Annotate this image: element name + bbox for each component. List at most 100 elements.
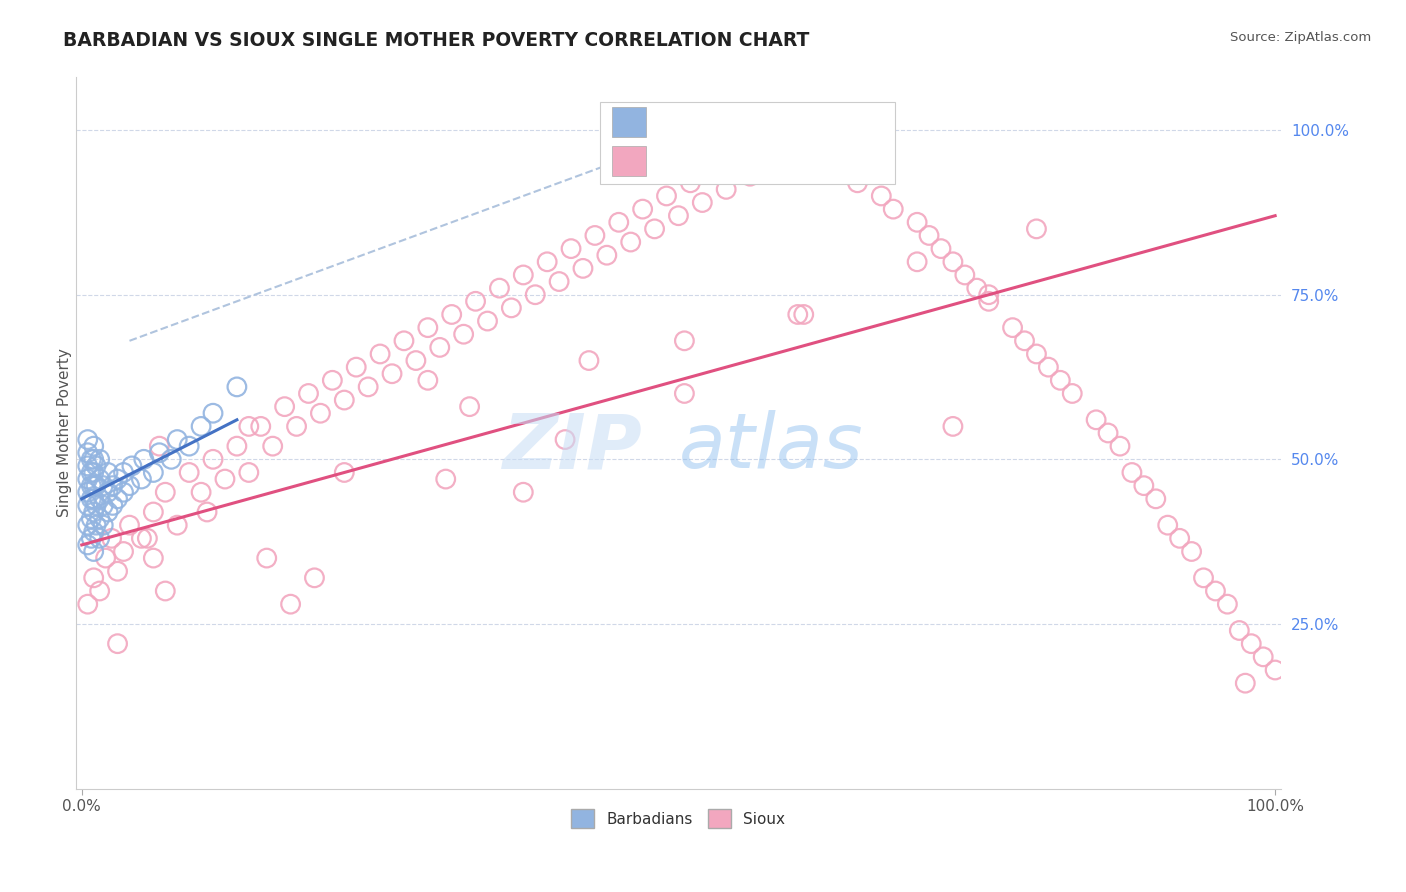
Point: [793, 308, 815, 322]
Point: [714, 182, 737, 196]
Point: [238, 466, 260, 480]
Point: [953, 268, 976, 282]
Point: [1181, 544, 1204, 558]
Point: [131, 472, 153, 486]
Point: [1001, 320, 1024, 334]
Point: [238, 419, 260, 434]
Point: [80, 466, 103, 480]
Point: [882, 202, 904, 216]
Point: [655, 189, 678, 203]
Point: [1014, 334, 1036, 348]
Point: [333, 393, 356, 408]
Point: [76, 538, 98, 552]
Text: R = 0.511   N = 124: R = 0.511 N = 124: [658, 152, 825, 169]
Bar: [600, 103, 896, 184]
Point: [799, 129, 821, 144]
Point: [673, 334, 696, 348]
Point: [416, 373, 439, 387]
Point: [823, 136, 845, 151]
Point: [942, 419, 965, 434]
Point: [179, 466, 201, 480]
Point: [190, 419, 212, 434]
Point: [775, 123, 797, 137]
Point: [148, 439, 170, 453]
Point: [107, 564, 129, 578]
Point: [225, 439, 247, 453]
Point: [786, 308, 808, 322]
Point: [321, 373, 343, 387]
Point: [249, 419, 271, 434]
Point: [1216, 597, 1239, 611]
Point: [83, 478, 105, 492]
Point: [858, 162, 880, 177]
Point: [280, 597, 302, 611]
Point: [83, 571, 105, 585]
Point: [160, 452, 183, 467]
Point: [84, 518, 107, 533]
Point: [1168, 532, 1191, 546]
Point: [91, 518, 114, 533]
Point: [703, 162, 725, 177]
Legend: Barbadians, Sioux: Barbadians, Sioux: [565, 804, 792, 834]
Point: [91, 499, 114, 513]
Point: [112, 485, 135, 500]
Point: [1204, 584, 1226, 599]
Point: [195, 505, 218, 519]
Point: [89, 452, 111, 467]
Point: [870, 189, 893, 203]
Point: [644, 222, 666, 236]
Point: [118, 518, 141, 533]
Point: [1062, 386, 1084, 401]
Point: [84, 478, 107, 492]
Point: [84, 499, 107, 513]
Point: [416, 320, 439, 334]
Point: [142, 551, 165, 566]
Point: [202, 406, 225, 420]
Point: [405, 353, 427, 368]
Point: [727, 149, 749, 163]
Point: [440, 308, 463, 322]
Point: [202, 452, 225, 467]
Point: [89, 532, 111, 546]
Point: [1049, 373, 1071, 387]
Point: [548, 275, 571, 289]
Point: [76, 433, 98, 447]
Point: [786, 143, 808, 157]
Point: [112, 544, 135, 558]
Point: [1085, 413, 1108, 427]
Point: [1264, 663, 1286, 677]
Point: [578, 353, 600, 368]
Point: [80, 478, 103, 492]
Point: [179, 439, 201, 453]
Point: [262, 439, 284, 453]
Point: [97, 466, 120, 480]
Point: [1192, 571, 1215, 585]
Point: [488, 281, 510, 295]
Point: [107, 491, 129, 506]
Point: [80, 532, 103, 546]
Point: [1251, 649, 1274, 664]
Point: [89, 472, 111, 486]
Point: [1240, 637, 1263, 651]
Text: atlas: atlas: [679, 410, 863, 484]
Point: [166, 518, 188, 533]
Point: [1038, 360, 1060, 375]
Point: [751, 136, 773, 151]
Point: [136, 532, 159, 546]
Point: [560, 242, 582, 256]
Bar: [612, 145, 645, 176]
Point: [273, 400, 295, 414]
Point: [285, 419, 308, 434]
Point: [1109, 439, 1132, 453]
Point: [524, 287, 547, 301]
Point: [1133, 478, 1156, 492]
Point: [80, 511, 103, 525]
Point: [83, 439, 105, 453]
Point: [76, 499, 98, 513]
Y-axis label: Single Mother Poverty: Single Mother Poverty: [58, 349, 72, 517]
Point: [83, 452, 105, 467]
Point: [344, 360, 367, 375]
Point: [121, 458, 143, 473]
Point: [97, 485, 120, 500]
Text: ZIP: ZIP: [502, 410, 643, 484]
